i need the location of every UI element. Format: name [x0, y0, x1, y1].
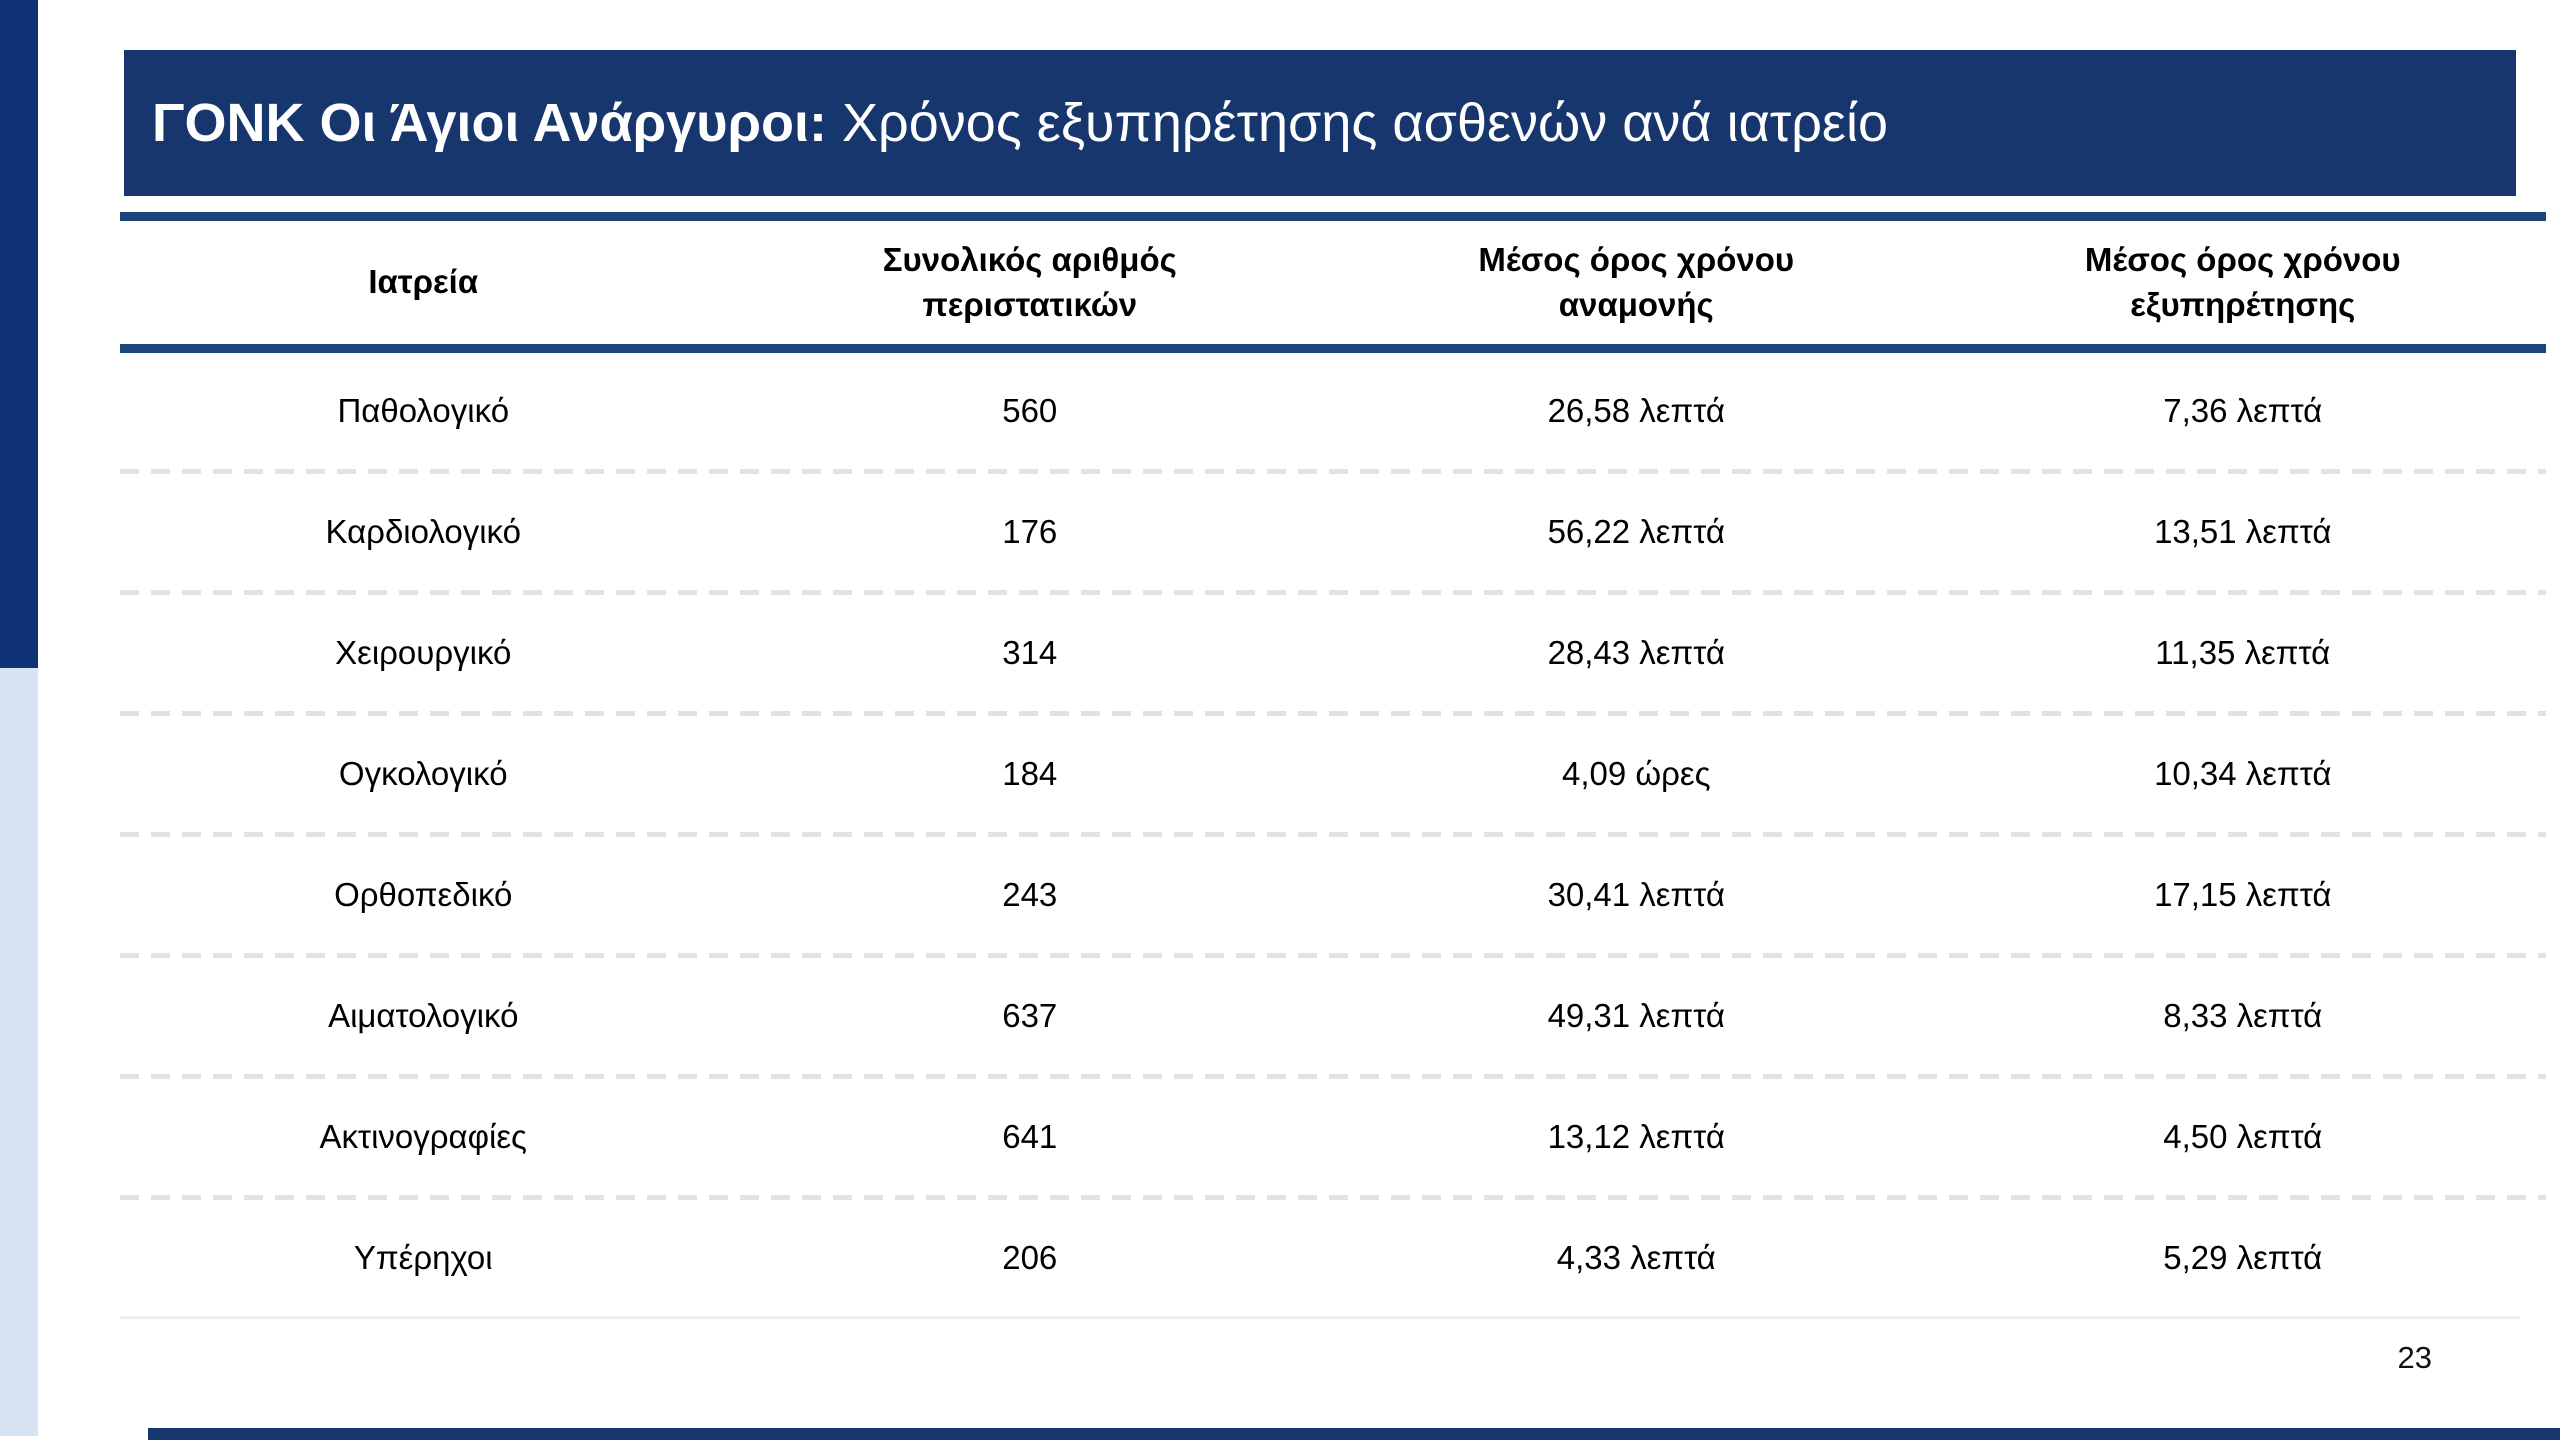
page-number: 23 — [2397, 1340, 2432, 1375]
slide-title-regular: Χρόνος εξυπηρέτησης ασθενών ανά ιατρείο — [841, 93, 1889, 153]
table-header-bottom-rule — [120, 344, 2546, 353]
cell-cases: 637 — [1002, 997, 1058, 1034]
cell-dept: Παθολογικό — [337, 392, 510, 429]
table-row: Υπέρηχοι 206 4,33 λεπτά 5,29 λεπτά — [120, 1200, 2546, 1316]
cell-cases: 243 — [1002, 876, 1058, 913]
cell-dept: Υπέρηχοι — [353, 1239, 493, 1276]
cell-dept: Χειρουργικό — [335, 634, 512, 671]
row-separator — [120, 1074, 2546, 1079]
row-separator — [120, 469, 2546, 474]
row-separator — [120, 1195, 2546, 1200]
service-times-table: Ιατρεία Συνολικός αριθμός περιστατικών Μ… — [120, 212, 2546, 1319]
cell-dept: Καρδιολογικό — [325, 513, 522, 550]
table-row: Ορθοπεδικό 243 30,41 λεπτά 17,15 λεπτά — [120, 837, 2546, 953]
cell-cases: 206 — [1002, 1239, 1058, 1276]
cell-service: 13,51 λεπτά — [2154, 513, 2332, 550]
table-row: Καρδιολογικό 176 56,22 λεπτά 13,51 λεπτά — [120, 474, 2546, 590]
left-accent-stripe-light — [0, 668, 38, 1436]
table-row: Ακτινογραφίες 641 13,12 λεπτά 4,50 λεπτά — [120, 1079, 2546, 1195]
row-separator — [120, 590, 2546, 595]
table-row: Χειρουργικό 314 28,43 λεπτά 11,35 λεπτά — [120, 595, 2546, 711]
cell-cases: 314 — [1002, 634, 1058, 671]
cell-cases: 176 — [1002, 513, 1058, 550]
header-service: Μέσος όρος χρόνου εξυπηρέτησης — [2084, 240, 2401, 323]
table-row: Αιματολογικό 637 49,31 λεπτά 8,33 λεπτά — [120, 958, 2546, 1074]
header-cases: Συνολικός αριθμός περιστατικών — [882, 240, 1177, 323]
cell-dept: Ογκολογικό — [338, 755, 508, 792]
cell-wait: 56,22 λεπτά — [1547, 513, 1725, 550]
cell-wait: 28,43 λεπτά — [1547, 634, 1725, 671]
cell-wait: 26,58 λεπτά — [1547, 392, 1725, 429]
cell-wait: 4,33 λεπτά — [1556, 1239, 1716, 1276]
row-separator — [120, 832, 2546, 837]
bottom-accent-bar — [148, 1428, 2560, 1440]
cell-wait: 13,12 λεπτά — [1547, 1118, 1725, 1155]
left-accent-stripe-dark — [0, 0, 38, 668]
cell-service: 17,15 λεπτά — [2154, 876, 2332, 913]
cell-cases: 560 — [1002, 392, 1058, 429]
cell-service: 7,36 λεπτά — [2163, 392, 2323, 429]
cell-wait: 49,31 λεπτά — [1547, 997, 1725, 1034]
cell-service: 4,50 λεπτά — [2163, 1118, 2323, 1155]
table-row: Ογκολογικό 184 4,09 ώρες 10,34 λεπτά — [120, 716, 2546, 832]
cell-service: 5,29 λεπτά — [2163, 1239, 2323, 1276]
cell-service: 8,33 λεπτά — [2163, 997, 2323, 1034]
row-separator — [120, 711, 2546, 716]
header-dept: Ιατρεία — [368, 263, 479, 301]
cell-wait: 30,41 λεπτά — [1547, 876, 1725, 913]
table-bottom-rule — [120, 1316, 2520, 1319]
table-row: Παθολογικό 560 26,58 λεπτά 7,36 λεπτά — [120, 353, 2546, 469]
cell-dept: Ορθοπεδικό — [334, 876, 513, 913]
row-separator — [120, 953, 2546, 958]
slide-title-bar: ΓΟΝΚ Οι Άγιοι Ανάργυροι: Χρόνος εξυπηρέτ… — [124, 50, 2516, 196]
cell-cases: 641 — [1002, 1118, 1058, 1155]
table-top-rule — [120, 212, 2546, 221]
cell-dept: Ακτινογραφίες — [319, 1118, 527, 1155]
header-wait: Μέσος όρος χρόνου αναμονής — [1478, 240, 1795, 323]
cell-service: 11,35 λεπτά — [2155, 634, 2331, 671]
cell-dept: Αιματολογικό — [328, 997, 519, 1034]
cell-service: 10,34 λεπτά — [2154, 755, 2332, 792]
slide-title-bold: ΓΟΝΚ Οι Άγιοι Ανάργυροι: — [152, 93, 842, 153]
cell-cases: 184 — [1002, 755, 1058, 792]
table-header-row: Ιατρεία Συνολικός αριθμός περιστατικών Μ… — [120, 221, 2546, 344]
cell-wait: 4,09 ώρες — [1561, 755, 1711, 792]
